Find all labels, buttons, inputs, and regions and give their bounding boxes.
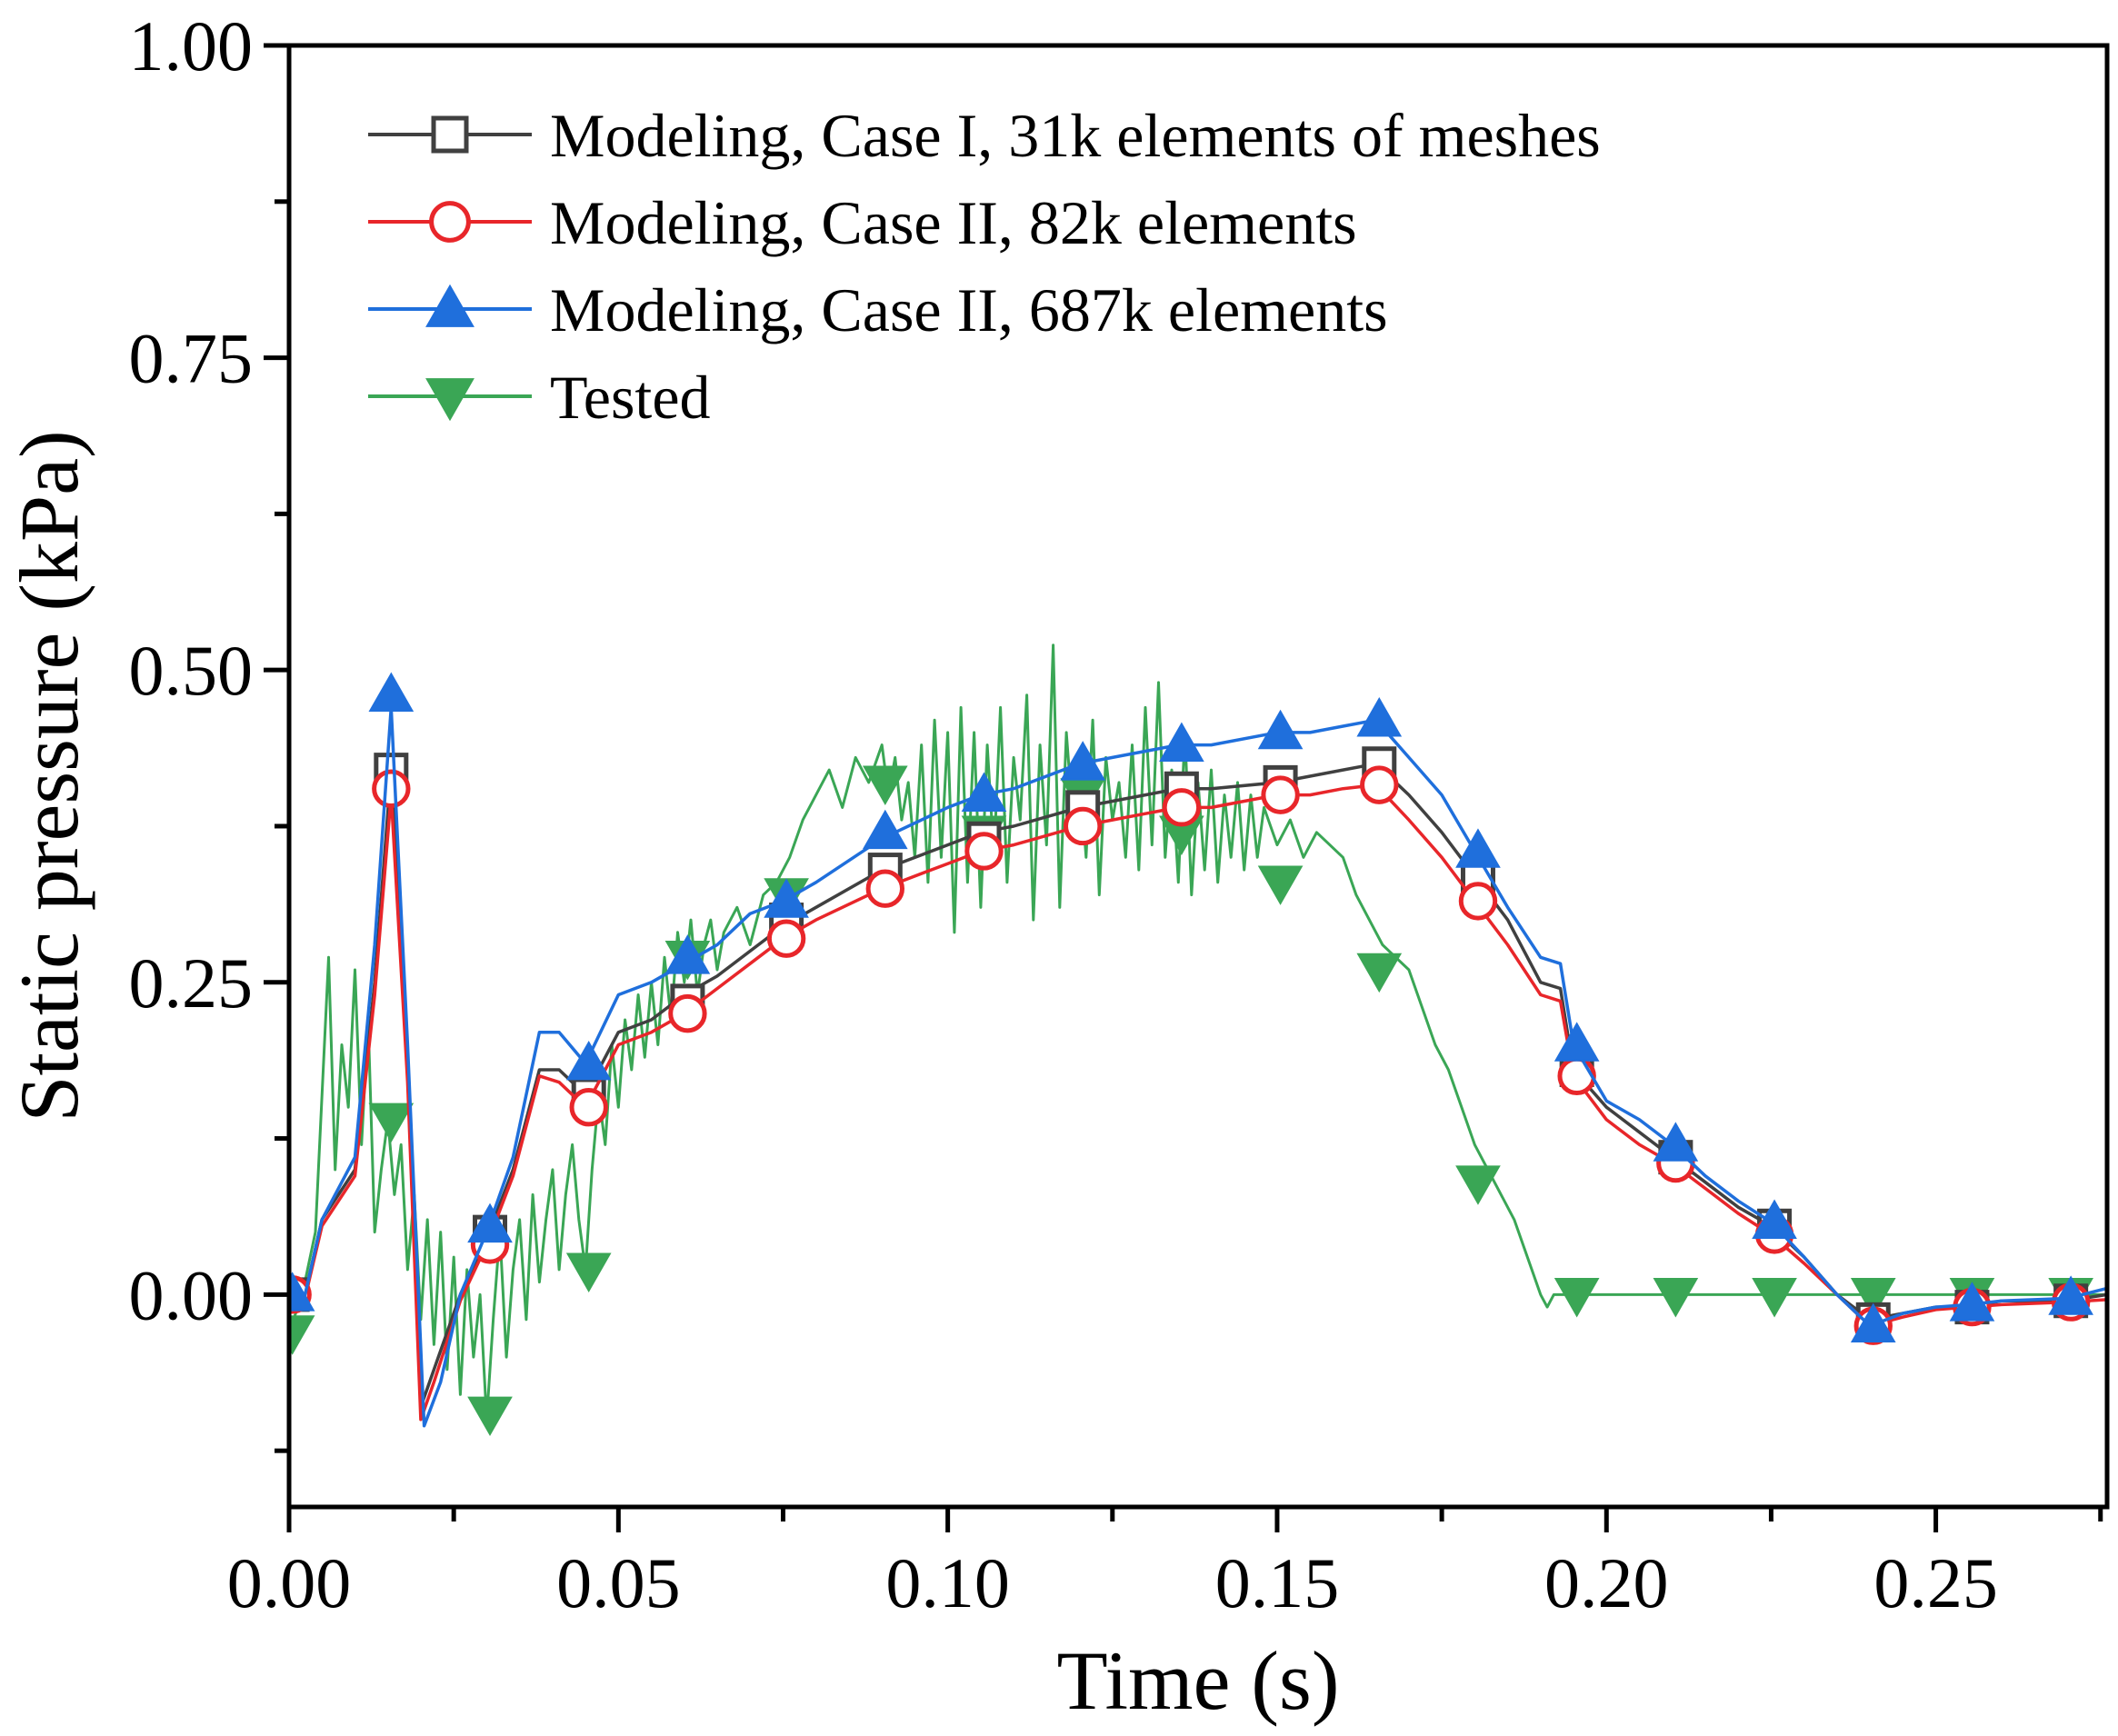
ticks-layer: 0.00 0.05 0.10 0.15 0.20 0.25 0.00 0.25 0.50 0.75… <box>129 6 2103 1622</box>
data-point <box>1557 1056 1596 1096</box>
data-point <box>1653 1122 1699 1162</box>
y-axis-title: Static pressure (kPa) <box>3 430 95 1122</box>
data-point <box>467 1396 513 1437</box>
x-axis-title: Time (s) <box>1057 1634 1340 1727</box>
data-point <box>467 1202 513 1243</box>
data-point <box>865 869 904 908</box>
data-point <box>862 809 908 850</box>
series-line <box>289 705 2107 1428</box>
legend-marker <box>429 201 471 243</box>
data-point <box>565 1040 612 1081</box>
data-point <box>372 769 411 808</box>
legend-marker <box>425 284 475 327</box>
data-point <box>1554 1022 1600 1062</box>
data-point <box>764 878 809 918</box>
x-tick-label: 0.15 <box>1215 1543 1340 1622</box>
data-point <box>1554 1278 1600 1318</box>
legend-item: Modeling, Case I, 31k elements of meshes <box>368 101 1601 170</box>
data-point <box>289 1315 315 1355</box>
data-point <box>1653 1278 1699 1318</box>
data-point <box>1060 741 1106 781</box>
data-point <box>1356 697 1403 737</box>
legend-label: Modeling, Case II, 82k elements <box>550 188 1357 257</box>
data-point <box>1360 765 1399 804</box>
y-tick-label: 1.00 <box>129 6 254 85</box>
legend-label: Modeling, Case I, 31k elements of meshes <box>550 101 1601 170</box>
data-point <box>1949 1282 1995 1322</box>
data-point <box>1752 1199 1797 1239</box>
data-point <box>1257 865 1304 905</box>
legend-label: Tested <box>550 363 711 432</box>
data-point <box>569 1088 608 1127</box>
series-layer <box>289 644 2107 1437</box>
legend-item: Tested <box>368 363 711 432</box>
data-point <box>766 919 806 958</box>
data-point <box>2048 1275 2093 1315</box>
plot-frame <box>286 43 2110 1510</box>
data-point <box>289 1272 315 1312</box>
data-point <box>1356 953 1403 993</box>
series-line <box>289 644 2107 1422</box>
series-1 <box>289 746 2107 1409</box>
x-tick-label: 0.00 <box>227 1543 352 1622</box>
x-tick-label: 0.25 <box>1873 1543 1998 1622</box>
data-point <box>668 993 707 1033</box>
data-point <box>368 1102 415 1143</box>
data-point <box>964 832 1004 871</box>
legend-marker <box>425 378 475 422</box>
data-point <box>1162 788 1202 827</box>
data-point <box>1850 1302 1896 1343</box>
data-point <box>368 672 415 712</box>
legend-marker <box>431 115 469 154</box>
data-point <box>1752 1278 1797 1318</box>
data-point <box>565 1252 612 1292</box>
data-point <box>1159 722 1204 762</box>
data-point <box>862 765 908 805</box>
y-tick-label: 0.75 <box>129 319 254 398</box>
data-point <box>1455 1165 1501 1205</box>
legend-layer: Modeling, Case I, 31k elements of meshes… <box>368 101 1601 432</box>
data-point <box>1455 828 1501 868</box>
x-tick-label: 0.10 <box>885 1543 1010 1622</box>
data-point <box>1257 709 1304 750</box>
series-4 <box>289 644 2107 1437</box>
x-tick-label: 0.05 <box>556 1543 681 1622</box>
data-point <box>1063 806 1103 846</box>
series-3 <box>289 672 2107 1428</box>
legend-item: Modeling, Case II, 82k elements <box>368 188 1357 257</box>
y-tick-label: 0.00 <box>129 1255 254 1334</box>
x-tick-label: 0.20 <box>1544 1543 1669 1622</box>
legend-item: Modeling, Case II, 687k elements <box>368 275 1388 344</box>
data-point <box>664 934 711 974</box>
legend-label: Modeling, Case II, 687k elements <box>550 275 1388 344</box>
y-tick-label: 0.50 <box>129 631 254 710</box>
series-line <box>289 783 2107 1422</box>
data-point <box>1458 882 1498 921</box>
y-tick-label: 0.25 <box>129 943 254 1023</box>
data-point <box>961 772 1007 812</box>
data-point <box>1850 1278 1896 1318</box>
data-point <box>1261 775 1300 814</box>
